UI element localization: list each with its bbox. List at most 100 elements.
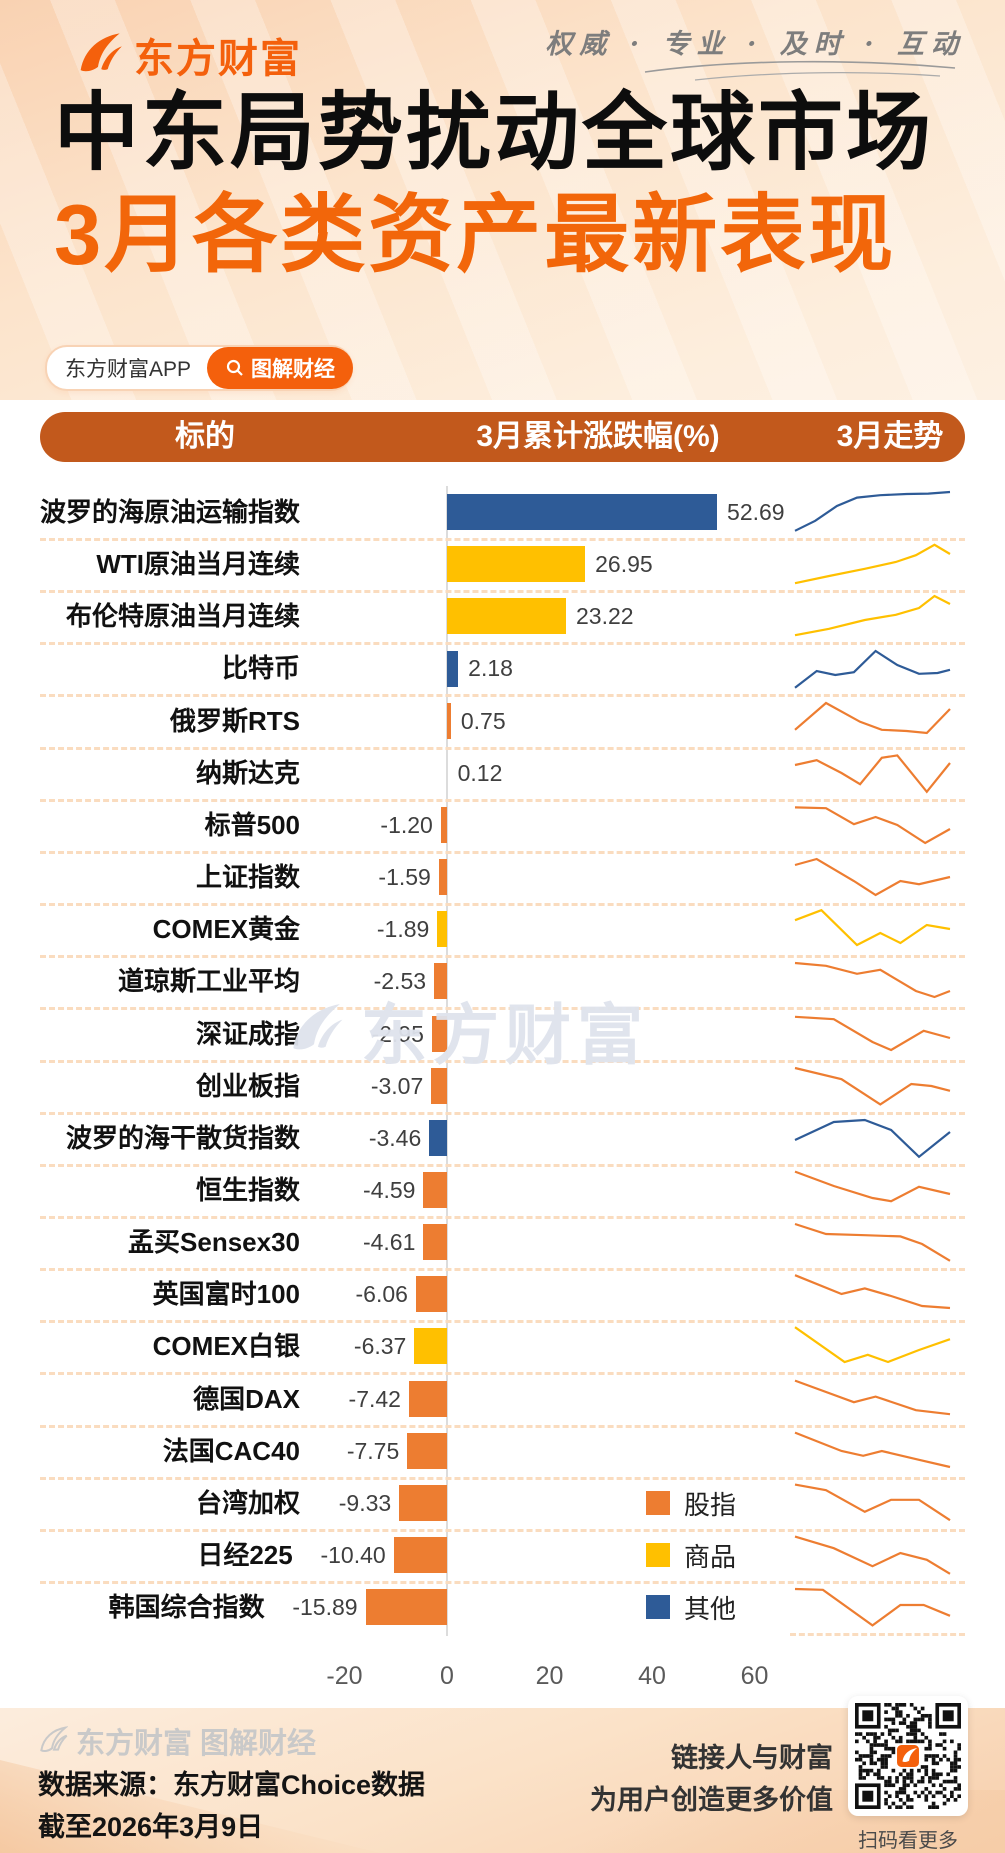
sparkline — [794, 1326, 951, 1364]
bar-chart: 波罗的海原油运输指数 52.69 WTI原油当月连续 26.95 布伦特原油当月连续 23… — [0, 486, 1005, 1648]
row-label: 恒生指数 — [195, 1174, 300, 1205]
main-title: 中东局势扰动全球市场 — [54, 86, 935, 181]
row-value: -4.61 — [362, 1229, 416, 1256]
sparkline — [794, 1066, 951, 1106]
value-bar — [438, 859, 447, 896]
chart-row: 比特币 2.18 — [0, 642, 1005, 694]
sparkline — [794, 701, 951, 734]
chart-row: 法国CAC40 -7.75 — [0, 1425, 1005, 1477]
chart-row: 纳斯达克 0.12 — [0, 747, 1005, 799]
value-bar — [447, 494, 718, 531]
chart-row: 台湾加权 -9.33 — [0, 1477, 1005, 1529]
row-label: 标普500 — [204, 809, 300, 840]
sparkline — [794, 1431, 951, 1468]
row-label: 波罗的海干散货指数 — [65, 1122, 300, 1153]
row-value: -9.33 — [338, 1489, 392, 1516]
footer-slogan-line1: 链接人与财富 — [671, 1743, 833, 1773]
table-header: 标的 3月累计涨跌幅(%) 3月走势 — [40, 412, 965, 462]
value-bar — [429, 1119, 447, 1156]
row-separator — [40, 538, 965, 541]
chart-row: 波罗的海干散货指数 -3.46 — [0, 1112, 1005, 1164]
row-separator — [40, 1528, 965, 1532]
sparkline — [794, 962, 951, 999]
value-bar — [423, 1172, 447, 1208]
chart-row: COMEX白银 -6.37 — [0, 1320, 1005, 1372]
brand-slogan: 权威 · 专业 · 及时 · 互动 — [545, 29, 965, 60]
row-separator — [40, 694, 965, 698]
row-value: -2.95 — [371, 1020, 424, 1047]
row-value: -15.89 — [292, 1594, 358, 1621]
row-label: COMEX黄金 — [152, 914, 300, 945]
axis-tick-label: 40 — [638, 1662, 666, 1690]
brand-logo: 东方财富 — [72, 26, 302, 84]
sparkline — [794, 857, 951, 897]
sparkline — [794, 1118, 951, 1159]
legend-label: 商品 — [684, 1541, 737, 1572]
row-label: 台湾加权 — [195, 1487, 300, 1518]
legend-swatch — [646, 1491, 670, 1515]
row-label: 上证指数 — [195, 862, 300, 893]
column-badge[interactable]: 图解财经 — [207, 347, 354, 389]
chart-row: 上证指数 -1.59 — [0, 851, 1005, 903]
row-value: -7.42 — [348, 1385, 401, 1412]
value-bar — [447, 702, 451, 739]
row-label: 深证成指 — [195, 1018, 300, 1049]
sparkline — [794, 1170, 951, 1203]
sparkline — [794, 1223, 951, 1262]
row-value: 26.95 — [595, 551, 653, 578]
column-header-change: 3月累计涨跌幅(%) — [476, 420, 720, 453]
chart-row: 恒生指数 -4.59 — [0, 1164, 1005, 1216]
value-bar — [434, 963, 447, 1000]
row-separator — [40, 1163, 965, 1167]
sparkline — [794, 1535, 951, 1575]
data-cutoff-line: 截至2026年3月9日 — [38, 1812, 264, 1842]
sparkline — [794, 909, 951, 947]
footer-leaf-icon — [40, 1726, 68, 1752]
row-value: -3.07 — [370, 1072, 424, 1099]
row-separator — [40, 590, 965, 594]
chart-row: 布伦特原油当月连续 23.22 — [0, 590, 1005, 642]
row-separator — [40, 1372, 965, 1376]
qr-code — [848, 1696, 968, 1816]
row-label: 创业板指 — [195, 1070, 300, 1101]
footer-brand: 东方财富 图解财经 — [36, 1720, 316, 1762]
value-bar — [393, 1537, 447, 1574]
value-bar — [407, 1432, 447, 1469]
row-separator — [40, 903, 965, 907]
chart-row: 德国DAX -7.42 — [0, 1373, 1005, 1425]
row-separator — [40, 642, 965, 646]
leaf-logo-icon — [80, 33, 122, 72]
chart-row: WTI原油当月连续 26.95 — [0, 538, 1005, 590]
footer-slogan-line2: 为用户创造更多价值 — [590, 1785, 833, 1815]
row-value: -7.75 — [346, 1437, 400, 1464]
value-bar — [431, 1067, 447, 1104]
row-value: -1.20 — [380, 811, 433, 838]
search-icon — [226, 359, 243, 376]
chart-row: 道琼斯工业平均 -2.53 — [0, 955, 1005, 1007]
axis-tick-label: 60 — [740, 1662, 769, 1690]
row-separator — [40, 1215, 965, 1219]
footer-brand-text: 东方财富 图解财经 — [76, 1728, 317, 1760]
value-bar — [365, 1589, 447, 1626]
row-value: -1.89 — [376, 916, 430, 943]
chart-row: 标普500 -1.20 — [0, 799, 1005, 851]
row-value: -2.53 — [373, 968, 427, 995]
brand-name: 东方财富 — [134, 37, 302, 81]
chart-row: 创业板指 -3.07 — [0, 1060, 1005, 1112]
value-bar — [423, 1224, 447, 1261]
legend-swatch — [646, 1543, 670, 1567]
app-badge[interactable]: 东方财富APP 图解财经 — [45, 345, 354, 391]
legend-swatch — [646, 1595, 670, 1619]
row-value: -3.46 — [368, 1124, 422, 1151]
row-label: 纳斯达克 — [195, 757, 300, 788]
row-value: 0.12 — [457, 759, 503, 786]
row-label: 道琼斯工业平均 — [117, 966, 300, 997]
row-value: -10.40 — [320, 1542, 386, 1568]
row-label: 俄罗斯RTS — [169, 705, 300, 736]
sparkline — [794, 1483, 951, 1522]
chart-row: 韩国综合指数 -15.89 — [0, 1581, 1005, 1633]
sparkline — [794, 806, 951, 845]
row-value: -4.59 — [363, 1176, 416, 1203]
row-separator — [40, 798, 965, 802]
value-bar — [447, 598, 566, 635]
